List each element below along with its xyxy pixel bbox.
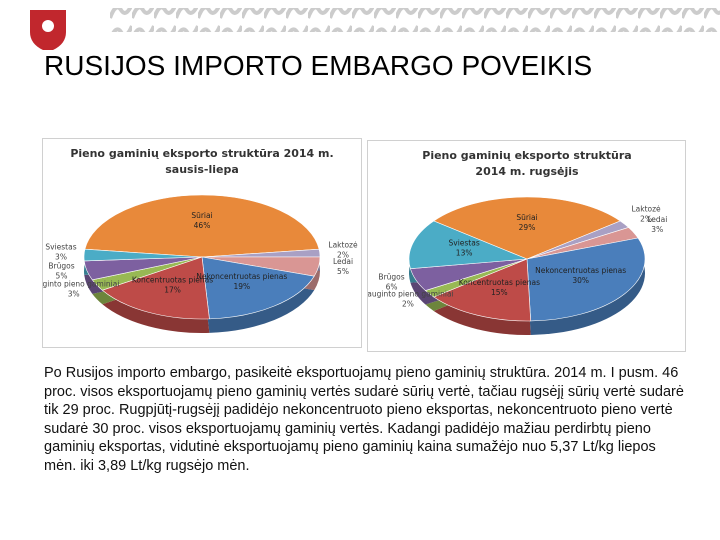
slice-label: Rauginto pieno gaminiai [368,290,454,299]
pie-slice [83,248,203,262]
chart-box: Pieno gaminių eksporto struktūra 2014 m. … [362,140,686,352]
slice-label: Koncentruotas pienas [459,278,540,287]
chart-title: Pieno gaminių eksporto struktūra 2014 m. [70,147,333,160]
slice-value-label: 19% [233,282,250,291]
slice-label: Ledai [647,215,667,224]
chart-title: Pieno gaminių eksporto struktūra [422,149,631,162]
slice-value-label: 2% [640,214,652,223]
chart: Pieno gaminių eksporto struktūra 2014 m.… [28,147,358,333]
pie-slice [84,194,320,258]
slice-value-label: 13% [456,249,473,258]
body-text: Po Rusijos importo embargo, pasikeitė ek… [44,365,684,474]
header-decoration [30,8,720,50]
slice-value-label: 46% [194,221,211,230]
slice-label: Sviestas [449,239,480,248]
chart-box: Pieno gaminių eksporto struktūra 2014 m.… [28,138,362,348]
slice-label: Sviestas [45,243,76,252]
pie-slice [408,220,528,270]
slice-label: Rauginto pieno gaminiai [43,279,119,288]
slice-label: Laktozė [631,204,661,213]
slice-label: Nekoncentruotas pienas [196,272,287,281]
slice-label: Nekoncentruotas pienas [535,266,626,275]
slice-value-label: 29% [519,223,536,232]
slice-value-label: 5% [337,267,349,276]
slice-label: Ledai [333,257,353,266]
slice-value-label: 3% [55,253,67,262]
slice-label: Sūriai [191,211,212,220]
chart-subtitle: 2014 m. rugsėjis [475,165,579,178]
slice-value-label: 2% [402,300,414,309]
slice-value-label: 6% [386,283,398,292]
slice-value-label: 3% [68,289,80,298]
slice-label: Brūgos [48,262,74,271]
slide-title: RUSIJOS IMPORTO EMBARGO POVEIKIS [44,50,593,81]
slice-value-label: 2% [337,250,349,259]
slice-label: Brūgos [378,273,404,282]
slice-value-label: 30% [572,276,589,285]
slice-value-label: 17% [164,285,181,294]
slice-label: Koncentruotas pienas [132,275,213,284]
pie-slice [433,258,532,322]
slice-value-label: 5% [56,272,68,281]
pie-slice [201,256,315,320]
chart: Pieno gaminių eksporto struktūra 2014 m. … [362,149,667,335]
slice-value-label: 3% [651,225,663,234]
slice-value-label: 15% [491,288,508,297]
chart-subtitle: sausis-liepa [165,163,239,176]
slice-label: Laktozė [328,240,358,249]
pie-slice [526,237,646,322]
slice-label: Sūriai [516,213,537,222]
pie-slice [101,256,210,320]
pie-slice [433,196,621,260]
